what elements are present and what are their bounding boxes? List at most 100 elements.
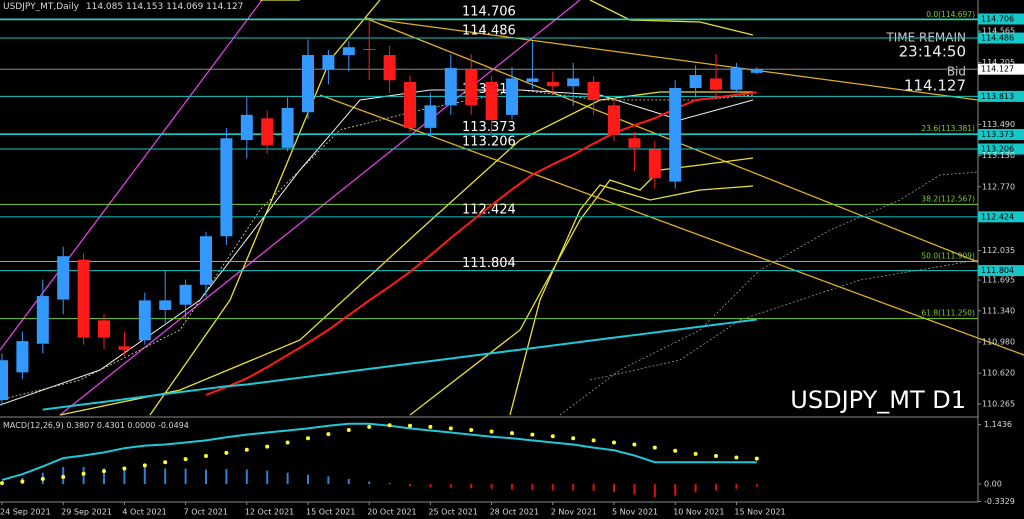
x-tick-label: 2 Nov 2021	[551, 508, 597, 517]
y-tick-label: 112.035	[982, 246, 1015, 255]
signal-dot	[714, 453, 718, 458]
signal-dot	[102, 469, 106, 474]
signal-dot	[693, 451, 698, 456]
level-box	[978, 143, 1024, 155]
histogram-bar	[368, 481, 371, 485]
signal-dot	[183, 457, 188, 462]
candle-body	[240, 114, 253, 141]
signal-dot	[754, 456, 759, 461]
histogram-bar	[245, 469, 248, 485]
bid-box	[978, 63, 1024, 75]
signal-dot	[591, 438, 596, 443]
candle-body	[587, 81, 600, 101]
histogram-bar	[653, 484, 656, 498]
signal-dot	[387, 423, 392, 428]
level-box-label: 114.706	[981, 14, 1014, 23]
signal-dot	[346, 427, 351, 432]
candle-body	[648, 149, 661, 179]
y2-tick-label: -0.3329	[984, 497, 1015, 506]
candle-body	[730, 68, 743, 90]
x-tick-label: 10 Nov 2021	[673, 508, 724, 517]
histogram-bar	[633, 484, 636, 495]
y-tick-label: 114.565	[982, 27, 1015, 36]
band-line	[59, 91, 753, 416]
y-tick-label: 110.620	[982, 369, 1015, 378]
candle-body	[404, 81, 416, 128]
signal-dot	[142, 463, 147, 468]
signal-dot	[612, 440, 616, 445]
trend-line	[364, 17, 979, 101]
histogram-bar	[551, 484, 554, 491]
level-label: 113.373	[462, 120, 516, 135]
time-remain: 23:14:50	[899, 43, 966, 61]
cloud-edge	[559, 171, 979, 416]
y-tick-label: 110.980	[982, 338, 1015, 347]
histogram-bar	[205, 469, 207, 485]
fib-label: 23.6(113.381)	[921, 124, 975, 133]
macd-value: -0.0494	[158, 421, 189, 430]
fib-label: 50.0(111.909)	[921, 251, 975, 260]
x-tick-label: 25 Oct 2021	[428, 508, 477, 517]
histogram-bar	[592, 484, 595, 491]
moving-average	[205, 91, 757, 396]
y2-tick-label: 1.1436	[984, 420, 1012, 429]
candle-body	[77, 259, 90, 338]
candle-body	[424, 105, 437, 128]
signal-dot	[571, 436, 576, 441]
signal-dot	[326, 432, 331, 437]
level-box-label: 113.813	[981, 92, 1014, 101]
candle-body	[179, 284, 192, 305]
band-line	[409, 157, 754, 416]
ma-line	[0, 89, 754, 406]
y-tick-label: 111.340	[982, 306, 1015, 315]
bid-label: Bid	[947, 65, 966, 79]
x-tick-label: 24 Sep 2021	[0, 508, 51, 517]
band-line	[589, 0, 754, 36]
level-box	[978, 211, 1024, 223]
signal-dot	[367, 424, 372, 429]
level-box-label: 113.206	[981, 145, 1014, 154]
signal-dot	[81, 471, 86, 476]
signal-dot	[408, 423, 412, 428]
histogram-bar	[164, 468, 167, 485]
signal-dot	[734, 455, 739, 460]
candle-body	[200, 236, 212, 285]
fib-label: 0.0(114.697)	[926, 10, 975, 19]
macd-header: MACD(12,26,9) 0.3807 0.4301 0.0000 -0.04…	[3, 421, 189, 430]
watermark: USDJPY_MT D1	[790, 386, 966, 414]
signal-dot	[244, 447, 249, 452]
candle-body	[281, 107, 294, 148]
candle-body	[0, 360, 8, 401]
x-tick-label: 12 Oct 2021	[245, 508, 294, 517]
histogram-bar	[735, 484, 738, 489]
candle-body	[567, 78, 580, 87]
level-label: 111.804	[462, 256, 516, 271]
moving-average	[42, 318, 757, 411]
signal-dot	[40, 476, 45, 481]
signal-dot	[448, 426, 453, 431]
signal-dot	[510, 431, 514, 436]
symbol: USDJPY_MT,Daily	[3, 2, 80, 12]
macd-title: MACD(12,26,9)	[3, 421, 64, 430]
candle-body	[342, 47, 355, 56]
signal-dot	[61, 474, 66, 479]
candle-body	[689, 74, 702, 88]
y-tick-label: 113.130	[982, 151, 1015, 160]
signal-dot	[673, 448, 678, 453]
macd-line	[1, 422, 757, 481]
signal-dot	[652, 445, 657, 450]
candle-body	[363, 48, 376, 50]
time-remain-label: TIME REMAIN	[885, 31, 966, 45]
signal-dot	[122, 466, 127, 471]
histogram-bar	[715, 484, 717, 491]
histogram-bar	[184, 468, 187, 485]
level-box	[978, 265, 1024, 277]
signal-dot	[163, 460, 168, 465]
bid-box-label: 114.127	[981, 65, 1014, 74]
fib-label: 61.8(111.250)	[921, 309, 975, 318]
histogram-bar	[572, 484, 575, 491]
level-box	[978, 13, 1024, 25]
level-box-label: 114.486	[981, 34, 1014, 43]
histogram-bar	[613, 484, 615, 492]
